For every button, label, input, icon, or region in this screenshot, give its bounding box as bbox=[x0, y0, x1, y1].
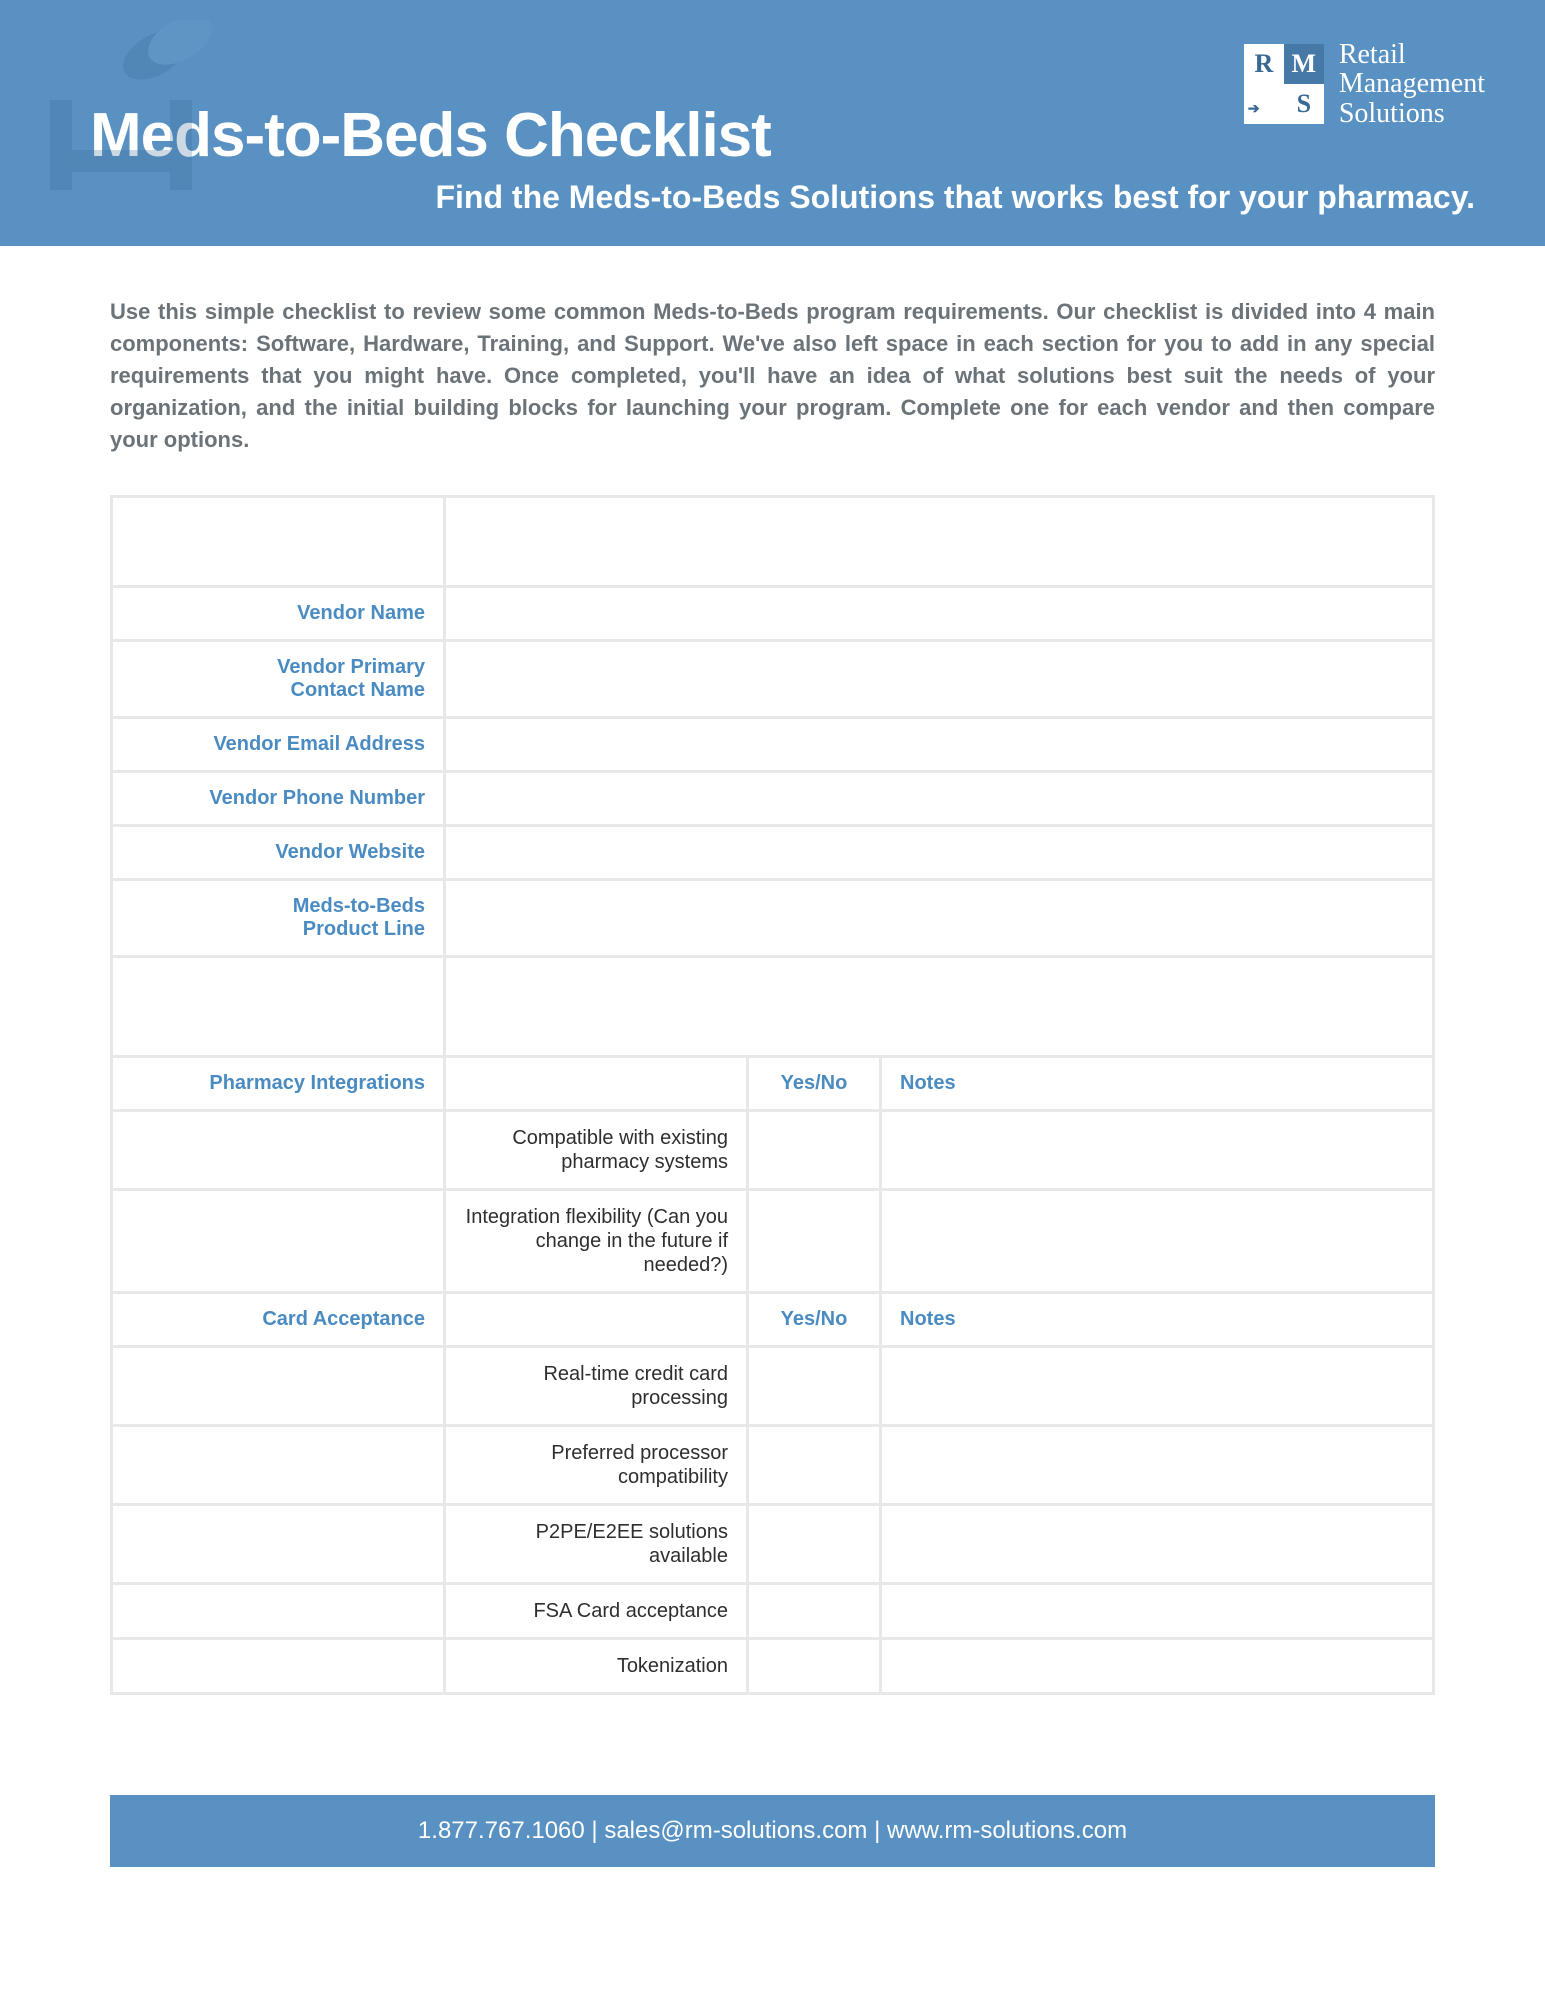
solution-field-input[interactable] bbox=[446, 642, 1432, 716]
item-notes-cell[interactable] bbox=[882, 1585, 1432, 1637]
col-notes: Notes bbox=[882, 1058, 1432, 1109]
item-yesno-cell[interactable] bbox=[749, 1348, 879, 1424]
group-blank bbox=[446, 1058, 746, 1109]
content-area: Use this simple checklist to review some… bbox=[0, 246, 1545, 1735]
col-yesno: Yes/No bbox=[749, 1058, 879, 1109]
section-solution-label-1: Solution bbox=[313, 511, 425, 542]
logo-line1: Retail bbox=[1339, 40, 1485, 69]
item-description: Real-time credit card processing bbox=[446, 1348, 746, 1424]
solution-field-label: Vendor Name bbox=[113, 588, 443, 639]
logo-letter-r: R bbox=[1244, 44, 1284, 84]
software-item-row: Integration flexibility (Can you change … bbox=[113, 1191, 1432, 1291]
pill-bed-icon bbox=[30, 20, 250, 205]
item-left-blank bbox=[113, 1506, 443, 1582]
item-notes-cell[interactable] bbox=[882, 1506, 1432, 1582]
logo-empty: ➔ bbox=[1244, 84, 1284, 124]
item-yesno-cell[interactable] bbox=[749, 1427, 879, 1503]
section-solution-blank bbox=[446, 498, 1432, 585]
software-group-header: Pharmacy Integrations Yes/NoNotes bbox=[113, 1058, 1432, 1109]
solution-field-label: Meds-to-BedsProduct Line bbox=[113, 881, 443, 955]
item-left-blank bbox=[113, 1112, 443, 1188]
item-description: Tokenization bbox=[446, 1640, 746, 1692]
item-yesno-cell[interactable] bbox=[749, 1585, 879, 1637]
item-yesno-cell[interactable] bbox=[749, 1191, 879, 1291]
item-notes-cell[interactable] bbox=[882, 1191, 1432, 1291]
logo-letter-s: S bbox=[1284, 84, 1324, 124]
solution-field-row: Vendor Name bbox=[113, 588, 1432, 639]
solution-field-label: Vendor Email Address bbox=[113, 719, 443, 770]
col-yesno: Yes/No bbox=[749, 1294, 879, 1345]
solution-field-input[interactable] bbox=[446, 773, 1432, 824]
item-description: P2PE/E2EE solutions available bbox=[446, 1506, 746, 1582]
item-notes-cell[interactable] bbox=[882, 1640, 1432, 1692]
item-description: Compatible with existing pharmacy system… bbox=[446, 1112, 746, 1188]
section-solution-label-2: Information bbox=[271, 541, 425, 572]
software-item-row: Tokenization bbox=[113, 1640, 1432, 1692]
solution-field-input[interactable] bbox=[446, 719, 1432, 770]
footer-sep-2: | bbox=[874, 1817, 887, 1844]
footer-phone: 1.877.767.1060 bbox=[418, 1817, 585, 1844]
item-yesno-cell[interactable] bbox=[749, 1506, 879, 1582]
item-yesno-cell[interactable] bbox=[749, 1112, 879, 1188]
logo-line2: Management bbox=[1339, 69, 1485, 98]
item-left-blank bbox=[113, 1427, 443, 1503]
logo-wordmark: Retail Management Solutions bbox=[1339, 40, 1485, 128]
solution-field-label: Vendor PrimaryContact Name bbox=[113, 642, 443, 716]
item-left-blank bbox=[113, 1640, 443, 1692]
solution-field-row: Vendor Email Address bbox=[113, 719, 1432, 770]
logo-line3: Solutions bbox=[1339, 99, 1485, 128]
item-notes-cell[interactable] bbox=[882, 1348, 1432, 1424]
solution-field-row: Vendor Phone Number bbox=[113, 773, 1432, 824]
item-left-blank bbox=[113, 1585, 443, 1637]
arrow-icon: ➔ bbox=[1248, 101, 1260, 118]
footer-website: www.rm-solutions.com bbox=[887, 1817, 1127, 1844]
page-subtitle: Find the Meds-to-Beds Solutions that wor… bbox=[60, 179, 1475, 216]
group-heading: Pharmacy Integrations bbox=[113, 1058, 443, 1109]
col-notes: Notes bbox=[882, 1294, 1432, 1345]
item-description: Integration flexibility (Can you change … bbox=[446, 1191, 746, 1291]
footer-sep-1: | bbox=[591, 1817, 604, 1844]
software-item-row: Real-time credit card processing bbox=[113, 1348, 1432, 1424]
item-description: Preferred processor compatibility bbox=[446, 1427, 746, 1503]
solution-field-row: Vendor Website bbox=[113, 827, 1432, 878]
item-notes-cell[interactable] bbox=[882, 1427, 1432, 1503]
software-item-row: P2PE/E2EE solutions available bbox=[113, 1506, 1432, 1582]
item-notes-cell[interactable] bbox=[882, 1112, 1432, 1188]
item-left-blank bbox=[113, 1191, 443, 1291]
solution-field-input[interactable] bbox=[446, 588, 1432, 639]
brand-logo: R M ➔ S Retail Management Solutions bbox=[1244, 40, 1485, 128]
item-description: FSA Card acceptance bbox=[446, 1585, 746, 1637]
logo-mark: R M ➔ S bbox=[1244, 44, 1324, 124]
group-blank bbox=[446, 1294, 746, 1345]
section-solution-header: Solution Information bbox=[113, 498, 1432, 585]
software-item-row: Preferred processor compatibility bbox=[113, 1427, 1432, 1503]
group-heading: Card Acceptance bbox=[113, 1294, 443, 1345]
solution-field-label: Vendor Website bbox=[113, 827, 443, 878]
solution-field-row: Vendor PrimaryContact Name bbox=[113, 642, 1432, 716]
footer-email: sales@rm-solutions.com bbox=[604, 1817, 867, 1844]
intro-paragraph: Use this simple checklist to review some… bbox=[110, 296, 1435, 455]
software-group-header: Card Acceptance Yes/NoNotes bbox=[113, 1294, 1432, 1345]
solution-field-input[interactable] bbox=[446, 881, 1432, 955]
checklist-table: Solution Information Vendor Name Vendor … bbox=[110, 495, 1435, 1695]
solution-field-input[interactable] bbox=[446, 827, 1432, 878]
item-yesno-cell[interactable] bbox=[749, 1640, 879, 1692]
section-solution-label: Solution Information bbox=[113, 498, 443, 585]
logo-letter-m: M bbox=[1284, 44, 1324, 84]
header-band: R M ➔ S Retail Management Solutions Meds… bbox=[0, 0, 1545, 246]
section-software-header: Software These are just some of the soft… bbox=[113, 958, 1432, 1055]
section-software-desc: These are just some of the software capa… bbox=[446, 958, 1432, 1055]
solution-field-label: Vendor Phone Number bbox=[113, 773, 443, 824]
software-item-row: Compatible with existing pharmacy system… bbox=[113, 1112, 1432, 1188]
solution-field-row: Meds-to-BedsProduct Line bbox=[113, 881, 1432, 955]
software-item-row: FSA Card acceptance bbox=[113, 1585, 1432, 1637]
footer-band: 1.877.767.1060 | sales@rm-solutions.com … bbox=[110, 1795, 1435, 1867]
section-software-label: Software bbox=[113, 958, 443, 1055]
item-left-blank bbox=[113, 1348, 443, 1424]
